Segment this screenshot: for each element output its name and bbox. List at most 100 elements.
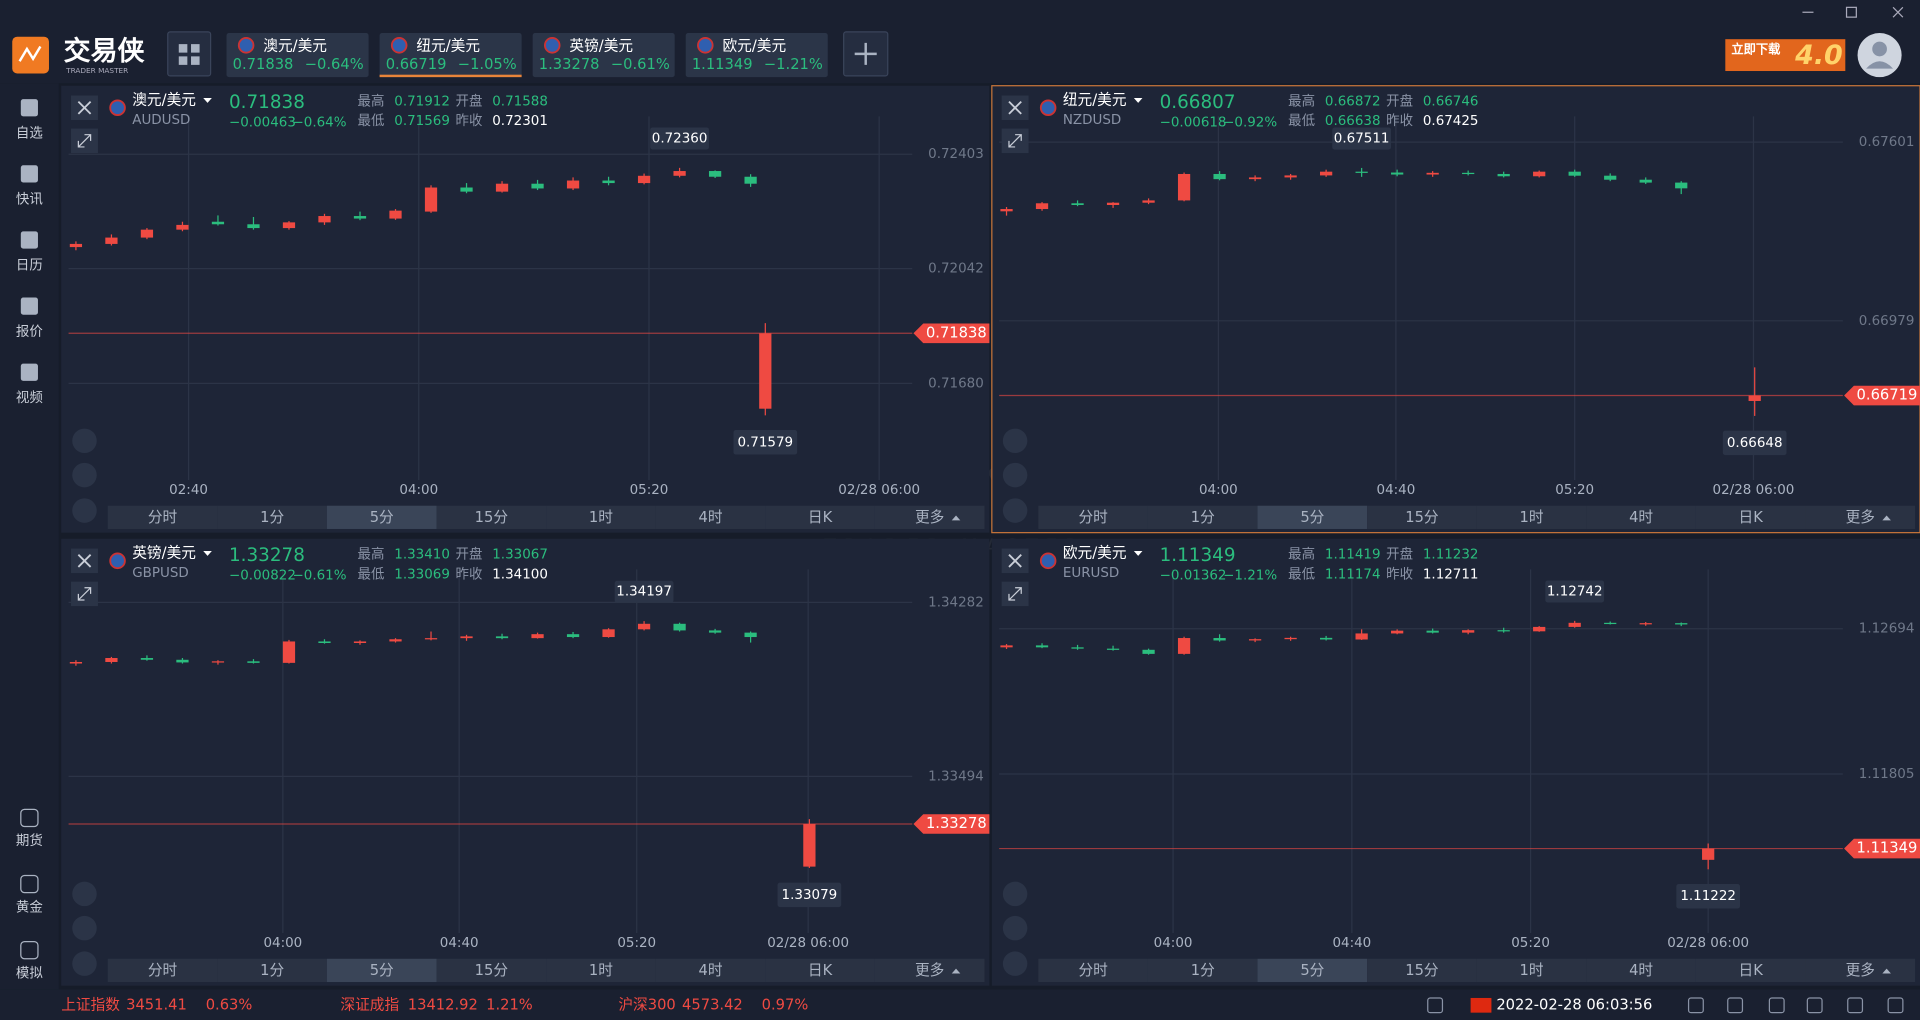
timeframe-cell[interactable] (874, 958, 985, 983)
currency-tab[interactable] (226, 33, 369, 78)
timeframe-cell[interactable] (1476, 505, 1587, 529)
sidebar-label[interactable]: 报价 (16, 324, 43, 340)
timeframe-cell[interactable] (326, 505, 437, 529)
timeframe-cell[interactable] (107, 505, 218, 529)
timeframe-label[interactable]: 分时 (148, 962, 178, 979)
tool-button[interactable] (72, 498, 97, 523)
maximize-button[interactable] (1845, 6, 1857, 18)
tool-button[interactable] (1002, 498, 1028, 523)
close-button[interactable] (1892, 6, 1904, 18)
timeframe-cell[interactable] (436, 958, 547, 983)
timeframe-cell[interactable] (436, 505, 547, 529)
download-banner[interactable] (1725, 39, 1846, 72)
timeframe-cell[interactable] (107, 958, 218, 983)
timeframe-label[interactable]: 1时 (1520, 509, 1544, 526)
timeframe-cell[interactable] (546, 958, 656, 983)
timeframe-label[interactable]: 分时 (1078, 962, 1108, 979)
timeframe-cell[interactable] (217, 505, 327, 529)
sidebar-icon[interactable] (20, 363, 38, 381)
timeframe-cell[interactable] (765, 505, 875, 529)
tool-button[interactable] (72, 881, 97, 907)
timeframe-label[interactable]: 4时 (698, 509, 722, 526)
tool-button[interactable] (1002, 915, 1028, 941)
timeframe-label[interactable]: 日K (1739, 509, 1764, 526)
sidebar-icon[interactable] (20, 874, 39, 894)
sidebar-label[interactable]: 自选 (16, 125, 43, 141)
currency-tab[interactable] (685, 33, 828, 78)
timeframe-label[interactable]: 日K (808, 962, 833, 979)
timeframe-cell[interactable] (1805, 958, 1916, 983)
timeframe-label[interactable]: 分时 (148, 509, 178, 526)
timeframe-label[interactable]: 5分 (370, 962, 394, 979)
timeframe-cell[interactable] (1147, 958, 1258, 983)
tool-button[interactable] (72, 462, 97, 488)
timeframe-label[interactable]: 分时 (1078, 509, 1108, 526)
tool-button[interactable] (1002, 428, 1028, 454)
tool-button[interactable] (1002, 462, 1028, 488)
sidebar-icon[interactable] (20, 941, 39, 960)
timeframe-cell[interactable] (655, 505, 766, 529)
timeframe-label[interactable]: 1分 (260, 509, 284, 526)
timeframe-label[interactable]: 4时 (1629, 509, 1653, 526)
pair-name[interactable]: 欧元/美元 (1063, 544, 1127, 561)
sidebar-label[interactable]: 视频 (16, 390, 43, 406)
timeframe-label[interactable]: 1分 (1191, 509, 1215, 526)
pair-name[interactable]: 纽元/美元 (1063, 91, 1127, 108)
tool-button[interactable] (1002, 951, 1028, 976)
sidebar-icon[interactable] (20, 297, 38, 315)
timeframe-label[interactable]: 更多 (915, 509, 944, 526)
currency-tab[interactable] (532, 33, 675, 78)
timeframe-label[interactable]: 5分 (1300, 962, 1324, 979)
tool-button[interactable] (1002, 881, 1028, 907)
sidebar-icon[interactable] (20, 231, 38, 249)
status-icon[interactable] (1427, 997, 1444, 1014)
sidebar-label[interactable]: 期货 (16, 832, 43, 849)
tool-button[interactable] (72, 951, 97, 976)
timeframe-cell[interactable] (1805, 505, 1916, 529)
timeframe-label[interactable]: 15分 (475, 962, 509, 979)
timeframe-label[interactable]: 15分 (475, 509, 509, 526)
timeframe-label[interactable]: 4时 (698, 962, 722, 979)
sidebar-icon[interactable] (20, 808, 39, 828)
sidebar-label[interactable]: 模拟 (16, 965, 43, 981)
timeframe-label[interactable]: 1时 (589, 509, 613, 526)
sidebar-label[interactable]: 黄金 (16, 899, 43, 915)
timeframe-label[interactable]: 更多 (1846, 962, 1875, 979)
timeframe-cell[interactable] (1586, 505, 1696, 529)
timeframe-label[interactable]: 1时 (1520, 962, 1544, 979)
timeframe-label[interactable]: 5分 (1300, 509, 1324, 526)
timeframe-label[interactable]: 15分 (1405, 509, 1439, 526)
timeframe-cell[interactable] (546, 505, 656, 529)
timeframe-cell[interactable] (326, 958, 437, 983)
status-icon[interactable] (1806, 997, 1823, 1014)
timeframe-label[interactable]: 15分 (1405, 962, 1439, 979)
tool-button[interactable] (72, 428, 97, 454)
timeframe-cell[interactable] (1367, 505, 1477, 529)
timeframe-label[interactable]: 5分 (370, 509, 394, 526)
timeframe-cell[interactable] (1038, 958, 1148, 983)
timeframe-label[interactable]: 更多 (1846, 509, 1875, 526)
timeframe-label[interactable]: 更多 (915, 962, 944, 979)
sidebar-label[interactable]: 快讯 (16, 192, 43, 208)
sidebar-icon[interactable] (20, 165, 38, 183)
timeframe-cell[interactable] (1147, 505, 1258, 529)
timeframe-label[interactable]: 1分 (260, 962, 284, 979)
layout-button[interactable] (167, 31, 212, 77)
timeframe-cell[interactable] (1695, 505, 1806, 529)
timeframe-label[interactable]: 1分 (1191, 962, 1215, 979)
pair-name[interactable]: 澳元/美元 (132, 91, 196, 108)
timeframe-label[interactable]: 1时 (589, 962, 613, 979)
status-icon[interactable] (1847, 997, 1864, 1014)
status-icon[interactable] (1727, 997, 1744, 1014)
timeframe-cell[interactable] (1257, 505, 1368, 529)
timeframe-label[interactable]: 日K (1739, 962, 1764, 979)
timeframe-cell[interactable] (765, 958, 875, 983)
tool-button[interactable] (72, 915, 97, 941)
timeframe-cell[interactable] (655, 958, 766, 983)
sidebar-label[interactable]: 日历 (16, 259, 43, 274)
timeframe-cell[interactable] (1476, 958, 1587, 983)
timeframe-cell[interactable] (1367, 958, 1477, 983)
status-icon[interactable] (1768, 997, 1785, 1014)
timeframe-label[interactable]: 4时 (1629, 962, 1653, 979)
timeframe-cell[interactable] (874, 505, 985, 529)
